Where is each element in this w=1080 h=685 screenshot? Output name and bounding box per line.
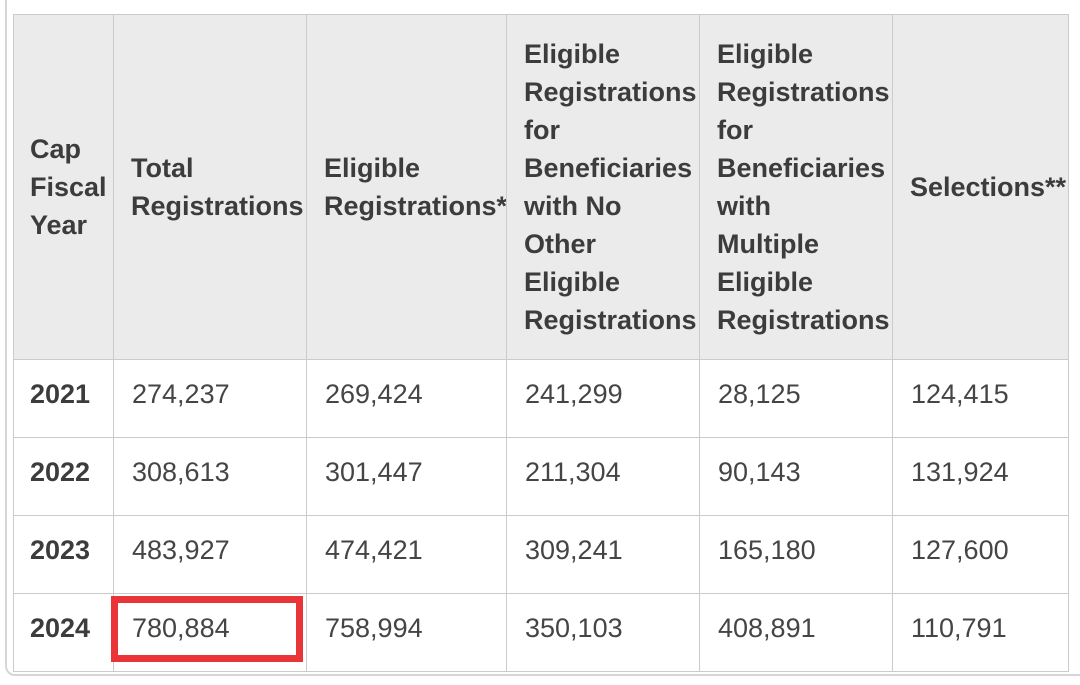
table-row-2021: 2021 274,237 269,424 241,299 28,125 124,… [13,359,1069,438]
year-cell: 2022 [13,437,114,516]
header-row: Cap Fiscal Year Total Registrations Elig… [13,14,1069,360]
selections-cell: 110,791 [892,593,1069,672]
column-header-selections: Selections** [892,14,1069,360]
year-cell: 2024 [13,593,114,672]
year-cell: 2023 [13,515,114,594]
eligible-multiple-cell: 28,125 [699,359,893,438]
total-registrations-cell: 308,613 [113,437,307,516]
total-registrations-cell: 274,237 [113,359,307,438]
total-registrations-cell-highlighted: 780,884 [113,593,307,672]
table-row-2023: 2023 483,927 474,421 309,241 165,180 127… [13,515,1069,594]
year-cell: 2021 [13,359,114,438]
column-header-eligible-no-other: Eligible Registrations for Beneficiaries… [506,14,700,360]
selections-cell: 131,924 [892,437,1069,516]
eligible-no-other-cell: 211,304 [506,437,700,516]
column-header-total-registrations: Total Registrations [113,14,307,360]
eligible-multiple-cell: 408,891 [699,593,893,672]
selections-cell: 124,415 [892,359,1069,438]
eligible-registrations-cell: 758,994 [306,593,507,672]
eligible-registrations-cell: 269,424 [306,359,507,438]
total-registrations-cell: 483,927 [113,515,307,594]
registrations-table-container: Cap Fiscal Year Total Registrations Elig… [13,14,1069,672]
h1b-registrations-table: Cap Fiscal Year Total Registrations Elig… [13,14,1069,672]
eligible-registrations-cell: 301,447 [306,437,507,516]
table-row-2022: 2022 308,613 301,447 211,304 90,143 131,… [13,437,1069,516]
eligible-no-other-cell: 241,299 [506,359,700,438]
eligible-no-other-cell: 350,103 [506,593,700,672]
table-row-2024: 2024 780,884 758,994 350,103 408,891 110… [13,593,1069,672]
column-header-eligible-registrations: Eligible Registrations* [306,14,507,360]
eligible-multiple-cell: 90,143 [699,437,893,516]
eligible-no-other-cell: 309,241 [506,515,700,594]
column-header-eligible-multiple: Eligible Registrations for Beneficiaries… [699,14,893,360]
selections-cell: 127,600 [892,515,1069,594]
eligible-multiple-cell: 165,180 [699,515,893,594]
eligible-registrations-cell: 474,421 [306,515,507,594]
column-header-cap-fiscal-year: Cap Fiscal Year [13,14,114,360]
